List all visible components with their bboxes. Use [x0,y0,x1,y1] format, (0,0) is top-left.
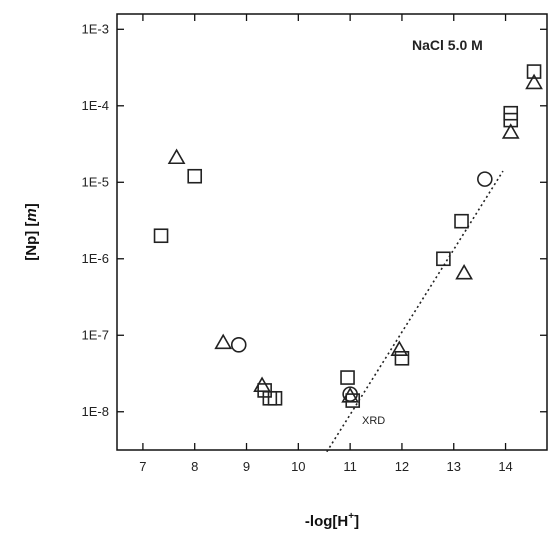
y-axis-title-end: ] [23,203,40,208]
y-tick-label: 1E-3 [82,21,109,36]
y-tick-label: 1E-7 [82,327,109,342]
y-axis-ticks: 1E-8 1E-7 1E-6 1E-5 1E-4 1E-3 [82,21,547,419]
square-point [267,390,283,406]
x-axis-title: -log[H+] [305,511,359,530]
data-points [153,64,543,408]
square-point [187,168,203,184]
fit-line [326,170,504,453]
x-tick-label: 11 [343,459,357,474]
square-point [436,251,451,267]
x-axis-title-end: ] [354,513,359,530]
x-tick-label: 7 [139,459,146,474]
square-point [394,350,410,366]
triangle-point [167,148,186,165]
x-tick-label: 13 [447,459,461,474]
triangle-point [253,376,271,392]
x-tick-label: 12 [395,459,409,474]
x-axis-title-main: -log[H [305,513,348,530]
annotation-nacl: NaCl 5.0 M [412,37,483,53]
y-axis-title: [Np] [m] [23,203,40,261]
circle-point [230,337,247,353]
y-tick-label: 1E-8 [82,404,109,419]
x-axis-title-sup: + [348,511,354,522]
y-tick-label: 1E-6 [82,251,109,266]
x-tick-label: 9 [243,459,250,474]
triangle-point [501,123,520,139]
triangle-point [214,333,233,350]
circle-point [477,171,493,187]
square-point [454,213,469,229]
plot-frame [116,13,548,451]
square-point [262,390,278,406]
y-tick-label: 1E-5 [82,174,109,189]
y-axis-title-main: [Np] [ [23,222,40,261]
square-point [340,370,355,385]
square-point [153,228,169,244]
circle-point [342,386,358,402]
fit-line-group [326,170,504,453]
triangle-point [390,340,409,356]
y-axis-title-italic: m [23,208,40,221]
square-point [526,64,542,79]
triangle-point [455,263,473,280]
y-tick-label: 1E-4 [82,98,109,113]
x-tick-label: 14 [498,459,512,474]
triangle-point [525,73,543,90]
x-tick-label: 8 [191,459,198,474]
x-axis-ticks: 7 8 9 10 11 12 13 14 [139,14,513,474]
annotation-xrd: XRD [362,415,385,427]
square-point [503,112,519,128]
x-tick-label: 10 [291,459,305,474]
